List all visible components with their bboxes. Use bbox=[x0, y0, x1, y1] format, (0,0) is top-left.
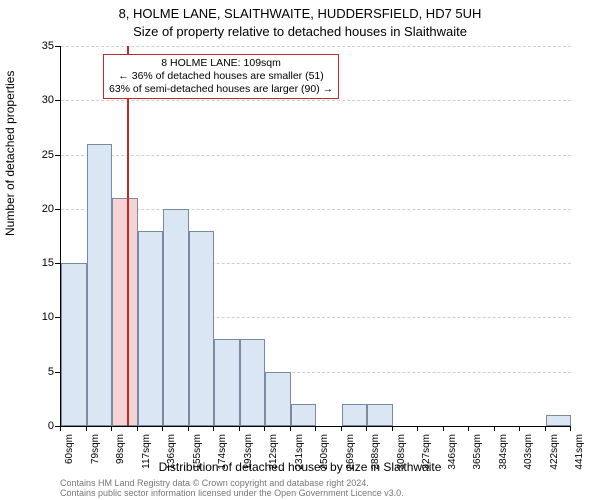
x-tick-mark bbox=[239, 426, 240, 431]
x-tick-label: 384sqm bbox=[498, 434, 509, 482]
x-tick-mark bbox=[60, 426, 61, 431]
x-tick-mark bbox=[188, 426, 189, 431]
y-tick-mark bbox=[55, 100, 60, 101]
histogram-bar bbox=[61, 263, 87, 426]
x-tick-label: 403sqm bbox=[523, 434, 534, 482]
x-tick-mark bbox=[417, 426, 418, 431]
y-axis-label: Number of detached properties bbox=[3, 71, 17, 236]
histogram-bar bbox=[546, 415, 572, 426]
histogram-bar bbox=[265, 372, 291, 426]
x-tick-mark bbox=[443, 426, 444, 431]
annotation-line: 8 HOLME LANE: 109sqm bbox=[109, 57, 333, 70]
x-tick-label: 79sqm bbox=[90, 434, 101, 482]
x-tick-mark bbox=[545, 426, 546, 431]
x-tick-label: 98sqm bbox=[115, 434, 126, 482]
x-tick-label: 174sqm bbox=[217, 434, 228, 482]
grid-line bbox=[61, 100, 571, 101]
x-tick-label: 327sqm bbox=[421, 434, 432, 482]
x-tick-label: 346sqm bbox=[447, 434, 458, 482]
histogram-bar bbox=[112, 198, 138, 426]
x-tick-label: 269sqm bbox=[345, 434, 356, 482]
chart-subtitle: Size of property relative to detached ho… bbox=[0, 24, 600, 39]
y-tick-mark bbox=[55, 155, 60, 156]
grid-line bbox=[61, 46, 571, 47]
x-tick-mark bbox=[86, 426, 87, 431]
histogram-bar bbox=[240, 339, 266, 426]
x-tick-label: 308sqm bbox=[396, 434, 407, 482]
y-tick-label: 15 bbox=[26, 257, 54, 269]
histogram-bar bbox=[163, 209, 189, 426]
grid-line bbox=[61, 209, 571, 210]
histogram-bar bbox=[87, 144, 113, 426]
y-tick-label: 25 bbox=[26, 149, 54, 161]
x-tick-label: 212sqm bbox=[268, 434, 279, 482]
annotation-line: 63% of semi-detached houses are larger (… bbox=[109, 83, 333, 96]
y-tick-label: 0 bbox=[26, 420, 54, 432]
plot-area: 8 HOLME LANE: 109sqm← 36% of detached ho… bbox=[60, 46, 571, 427]
histogram-bar bbox=[291, 404, 317, 426]
y-tick-mark bbox=[55, 372, 60, 373]
x-tick-mark bbox=[468, 426, 469, 431]
footer-line-2: Contains public sector information licen… bbox=[60, 488, 404, 498]
grid-line bbox=[61, 155, 571, 156]
x-tick-label: 250sqm bbox=[319, 434, 330, 482]
x-tick-mark bbox=[494, 426, 495, 431]
x-tick-label: 136sqm bbox=[166, 434, 177, 482]
x-tick-label: 441sqm bbox=[574, 434, 585, 482]
x-tick-label: 288sqm bbox=[370, 434, 381, 482]
x-tick-label: 365sqm bbox=[472, 434, 483, 482]
y-tick-label: 5 bbox=[26, 366, 54, 378]
x-tick-mark bbox=[315, 426, 316, 431]
property-marker-line bbox=[127, 46, 129, 426]
y-tick-mark bbox=[55, 209, 60, 210]
x-tick-label: 231sqm bbox=[294, 434, 305, 482]
y-tick-mark bbox=[55, 263, 60, 264]
x-tick-label: 155sqm bbox=[192, 434, 203, 482]
x-tick-label: 193sqm bbox=[243, 434, 254, 482]
x-tick-mark bbox=[366, 426, 367, 431]
y-tick-label: 30 bbox=[26, 94, 54, 106]
histogram-bar bbox=[138, 231, 164, 426]
histogram-bar bbox=[367, 404, 393, 426]
x-tick-mark bbox=[264, 426, 265, 431]
y-tick-label: 10 bbox=[26, 311, 54, 323]
x-tick-mark bbox=[290, 426, 291, 431]
x-tick-mark bbox=[137, 426, 138, 431]
x-tick-mark bbox=[341, 426, 342, 431]
chart-title: 8, HOLME LANE, SLAITHWAITE, HUDDERSFIELD… bbox=[0, 6, 600, 21]
x-tick-mark bbox=[162, 426, 163, 431]
x-tick-mark bbox=[111, 426, 112, 431]
x-tick-label: 60sqm bbox=[64, 434, 75, 482]
histogram-bar bbox=[214, 339, 240, 426]
x-tick-mark bbox=[392, 426, 393, 431]
x-tick-mark bbox=[519, 426, 520, 431]
y-tick-mark bbox=[55, 46, 60, 47]
annotation-line: ← 36% of detached houses are smaller (51… bbox=[109, 70, 333, 83]
x-tick-label: 117sqm bbox=[141, 434, 152, 482]
histogram-bar bbox=[342, 404, 368, 426]
histogram-bar bbox=[189, 231, 215, 426]
y-tick-mark bbox=[55, 317, 60, 318]
y-tick-label: 35 bbox=[26, 40, 54, 52]
x-tick-mark bbox=[570, 426, 571, 431]
annotation-box: 8 HOLME LANE: 109sqm← 36% of detached ho… bbox=[103, 54, 339, 99]
x-tick-mark bbox=[213, 426, 214, 431]
x-tick-label: 422sqm bbox=[549, 434, 560, 482]
y-tick-label: 20 bbox=[26, 203, 54, 215]
property-size-histogram: 8, HOLME LANE, SLAITHWAITE, HUDDERSFIELD… bbox=[0, 0, 600, 500]
